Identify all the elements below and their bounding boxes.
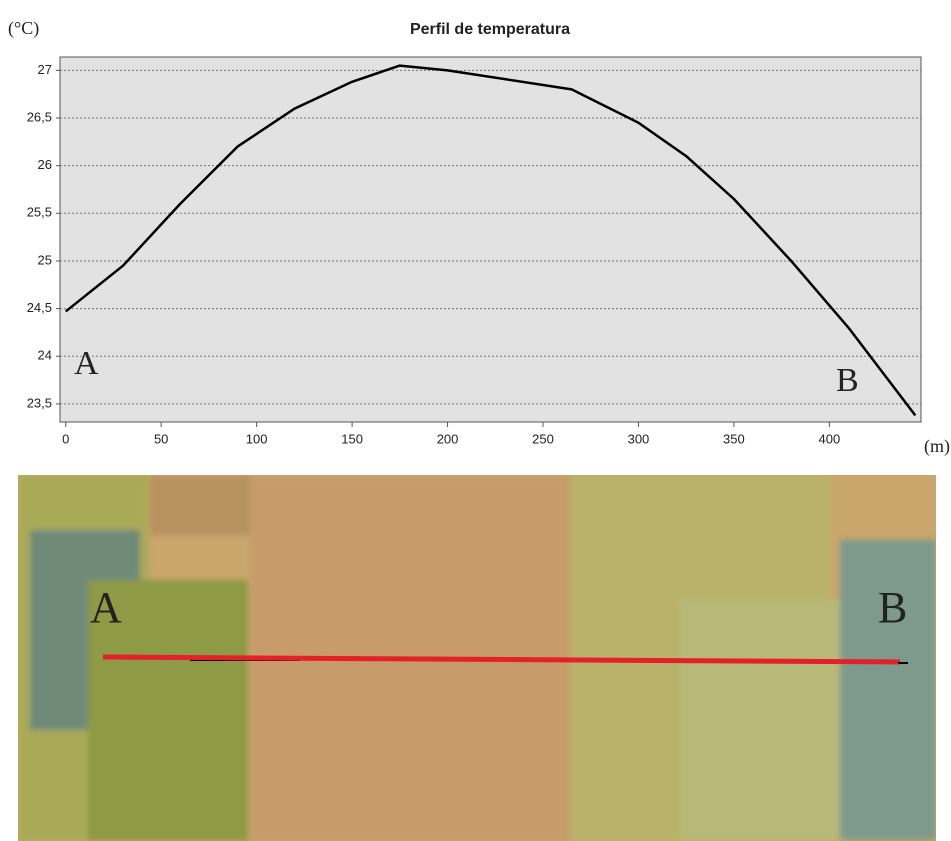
x-tick-label: 150 xyxy=(341,431,363,446)
page: Perfil de temperatura (°C) (m) A B A B 2… xyxy=(0,0,951,841)
x-axis-label: (m) xyxy=(924,436,950,457)
map-patch xyxy=(680,600,840,841)
x-tick-label: 400 xyxy=(819,431,841,446)
y-tick-label: 26,5 xyxy=(27,109,52,124)
map-patch xyxy=(150,475,250,535)
x-tick-label: 50 xyxy=(154,431,168,446)
annotation: A xyxy=(74,345,99,382)
x-tick-label: 350 xyxy=(723,431,745,446)
x-tick-label: 0 xyxy=(62,431,69,446)
chart-title: Perfil de temperatura xyxy=(410,21,570,38)
x-tick-label: 100 xyxy=(246,431,268,446)
y-tick-label: 26 xyxy=(38,157,52,172)
y-tick-label: 25 xyxy=(38,252,52,267)
y-tick-label: 27 xyxy=(38,62,52,77)
annotation: B xyxy=(836,362,859,399)
x-tick-label: 300 xyxy=(628,431,650,446)
y-tick-label: 24,5 xyxy=(27,300,52,315)
y-tick-label: 25,5 xyxy=(27,205,52,220)
y-axis-label: (°C) xyxy=(8,18,39,39)
map-label: A xyxy=(90,583,122,632)
y-tick-label: 23,5 xyxy=(27,395,52,410)
map-label: B xyxy=(878,583,907,632)
y-tick-label: 24 xyxy=(38,348,52,363)
x-tick-label: 250 xyxy=(532,431,554,446)
x-tick-label: 200 xyxy=(437,431,459,446)
plot-area xyxy=(60,57,921,422)
map: A B xyxy=(18,475,936,841)
